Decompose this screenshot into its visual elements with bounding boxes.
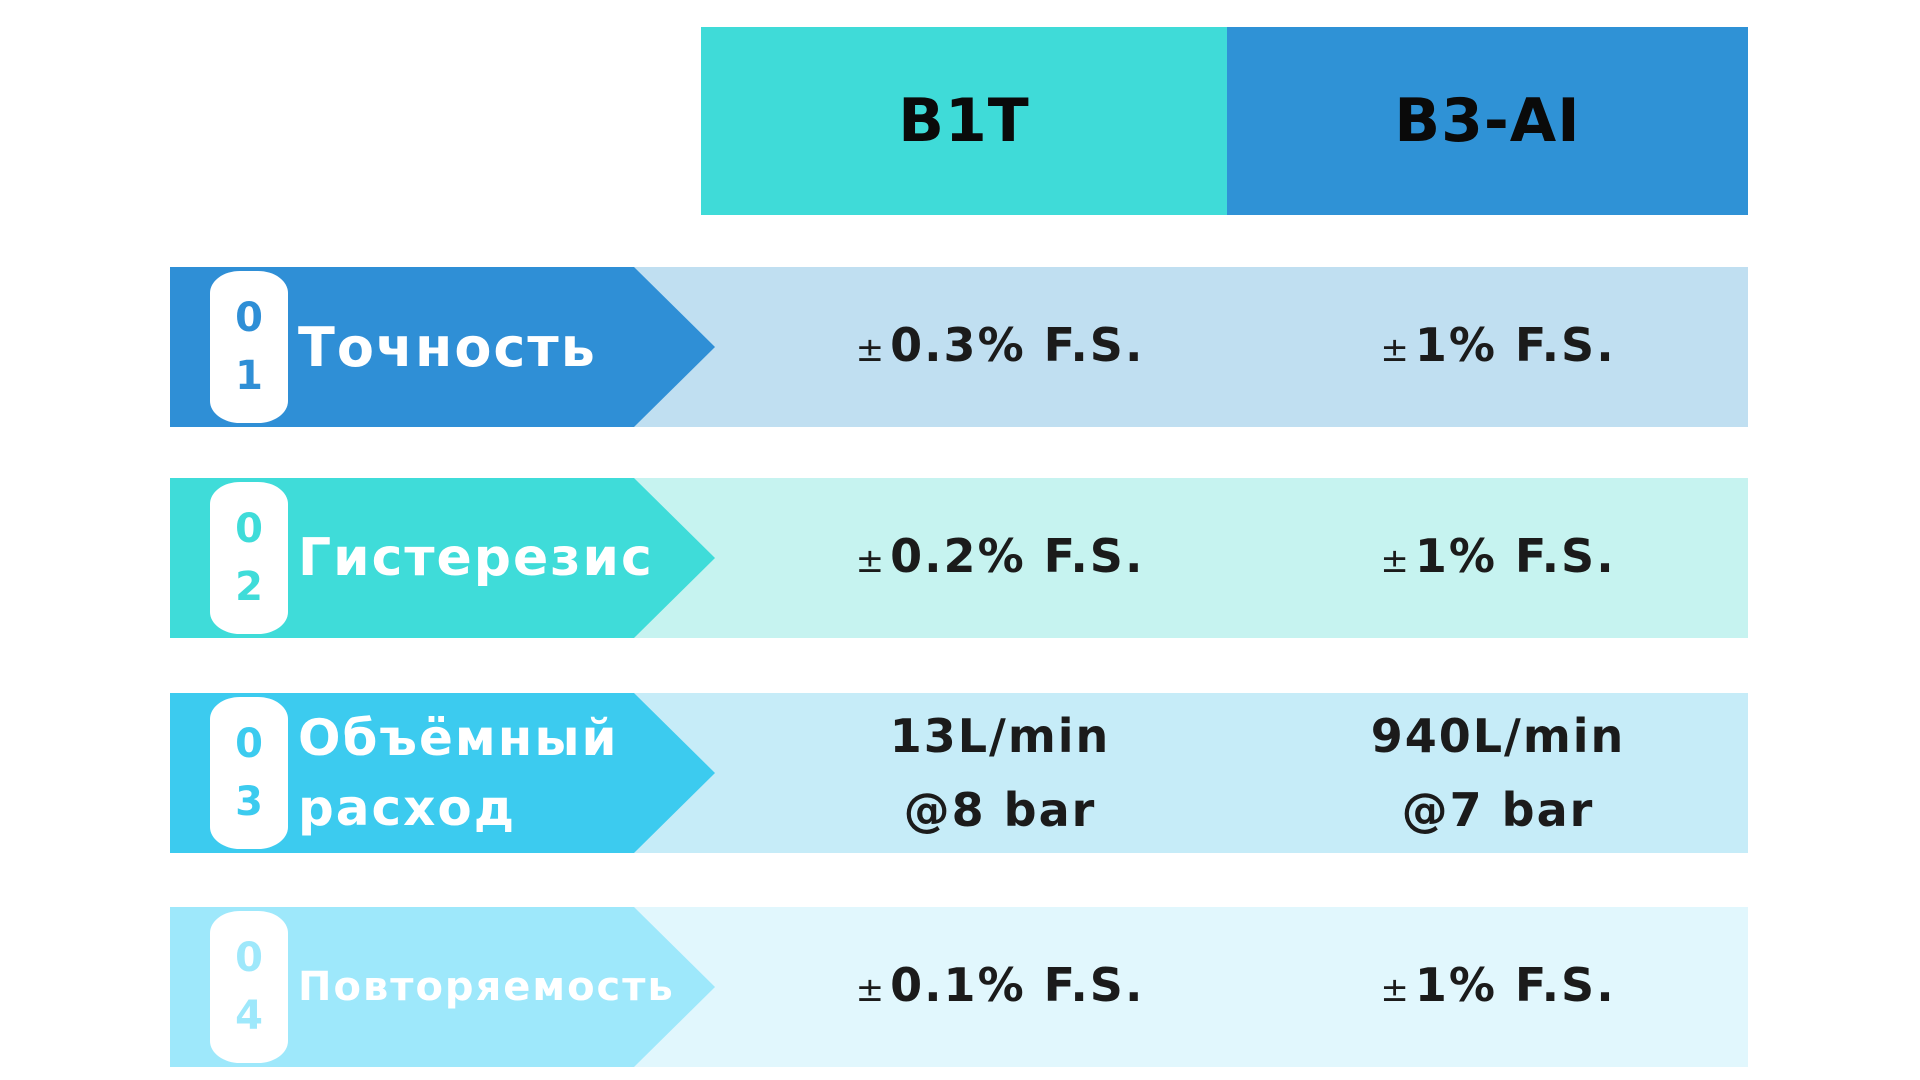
plus-minus-sign: ± (855, 329, 887, 370)
b1t-value-line-number: 0.3% F.S. (890, 317, 1145, 372)
b3-ai-value-line-number: 1% F.S. (1414, 957, 1616, 1012)
plus-minus-sign: ± (1380, 540, 1411, 581)
b1t-value: 13L/min @8 bar (750, 693, 1250, 853)
b1t-value-line: ±0.3% F.S. (856, 308, 1145, 387)
row-label-text: Гистерезис (298, 478, 654, 638)
b1t-value: ±0.2% F.S. (750, 478, 1250, 638)
b1t-value-line: @8 bar (903, 783, 1097, 837)
plus-minus-sign: ± (855, 540, 887, 581)
b3-ai-value: ±1% F.S. (1250, 907, 1746, 1067)
row-label-line: Гистерезис (298, 528, 654, 588)
row-label-arrow: 0 4 Повторяемость (170, 907, 715, 1067)
b1t-value-line-number: 0.2% F.S. (890, 528, 1145, 583)
b3-ai-value-line: ±1% F.S. (1380, 948, 1615, 1027)
row-number-digit: 0 (235, 295, 263, 341)
row-label-line: расход (298, 779, 517, 837)
arrow-shape (170, 267, 715, 427)
b3-ai-value-line-number: 1% F.S. (1414, 528, 1616, 583)
row-label-text: Повторяемость (298, 907, 675, 1067)
b1t-value: ±0.1% F.S. (750, 907, 1250, 1067)
b3-ai-value: ±1% F.S. (1250, 267, 1746, 427)
row-label-line: Объёмный (298, 709, 619, 767)
column-header-b3-ai: B3-AI (1227, 27, 1748, 215)
b1t-value-line: ±0.1% F.S. (856, 948, 1145, 1027)
plus-minus-sign: ± (1380, 969, 1411, 1010)
row-number-digit: 3 (235, 779, 263, 825)
table-row: 0 3 Объёмный расход 13L/min @8 bar 940L/min @7 … (170, 693, 1748, 853)
table-row: 0 4 Повторяемость ±0.1% F.S. ±1% F.S. (170, 907, 1748, 1067)
column-header-b1t: B1T (701, 27, 1227, 215)
b3-ai-value-line: ±1% F.S. (1380, 519, 1615, 598)
b3-ai-value: 940L/min @7 bar (1250, 693, 1746, 853)
table-row: 0 1 Точность ±0.3% F.S. ±1% F.S. (170, 267, 1748, 427)
row-label-arrow: 0 1 Точность (170, 267, 715, 427)
row-label-text: Объёмный расход (298, 693, 619, 853)
arrow-shape (170, 907, 715, 1067)
plus-minus-sign: ± (855, 969, 887, 1010)
row-label-arrow: 0 3 Объёмный расход (170, 693, 715, 853)
row-number-digit: 2 (235, 564, 263, 610)
b3-ai-value-line-number: 1% F.S. (1414, 317, 1616, 372)
b3-ai-value-line: 940L/min (1370, 709, 1626, 763)
b3-ai-value: ±1% F.S. (1250, 478, 1746, 638)
row-label-line: Повторяемость (298, 964, 675, 1010)
table-row: 0 2 Гистерезис ±0.2% F.S. ±1% F.S. (170, 478, 1748, 638)
b1t-value-line: ±0.2% F.S. (856, 519, 1145, 598)
column-header-b3-ai-label: B3-AI (1394, 86, 1581, 156)
row-number-digit: 1 (235, 353, 263, 399)
b3-ai-value-line: ±1% F.S. (1380, 308, 1615, 387)
row-label-arrow: 0 2 Гистерезис (170, 478, 715, 638)
b1t-value-line: 13L/min (889, 709, 1111, 763)
row-number-digit: 0 (235, 935, 263, 981)
row-number-digit: 4 (235, 993, 263, 1039)
row-number-digit: 0 (235, 721, 263, 767)
arrow-shape (170, 693, 715, 853)
arrow-shape (170, 478, 715, 638)
plus-minus-sign: ± (1380, 329, 1411, 370)
row-label-text: Точность (298, 267, 597, 427)
b1t-value-line-number: 0.1% F.S. (890, 957, 1145, 1012)
row-label-line: Точность (298, 315, 597, 379)
b3-ai-value-line: @7 bar (1401, 783, 1595, 837)
row-number-digit: 0 (235, 506, 263, 552)
b1t-value: ±0.3% F.S. (750, 267, 1250, 427)
column-header-b1t-label: B1T (898, 86, 1030, 156)
